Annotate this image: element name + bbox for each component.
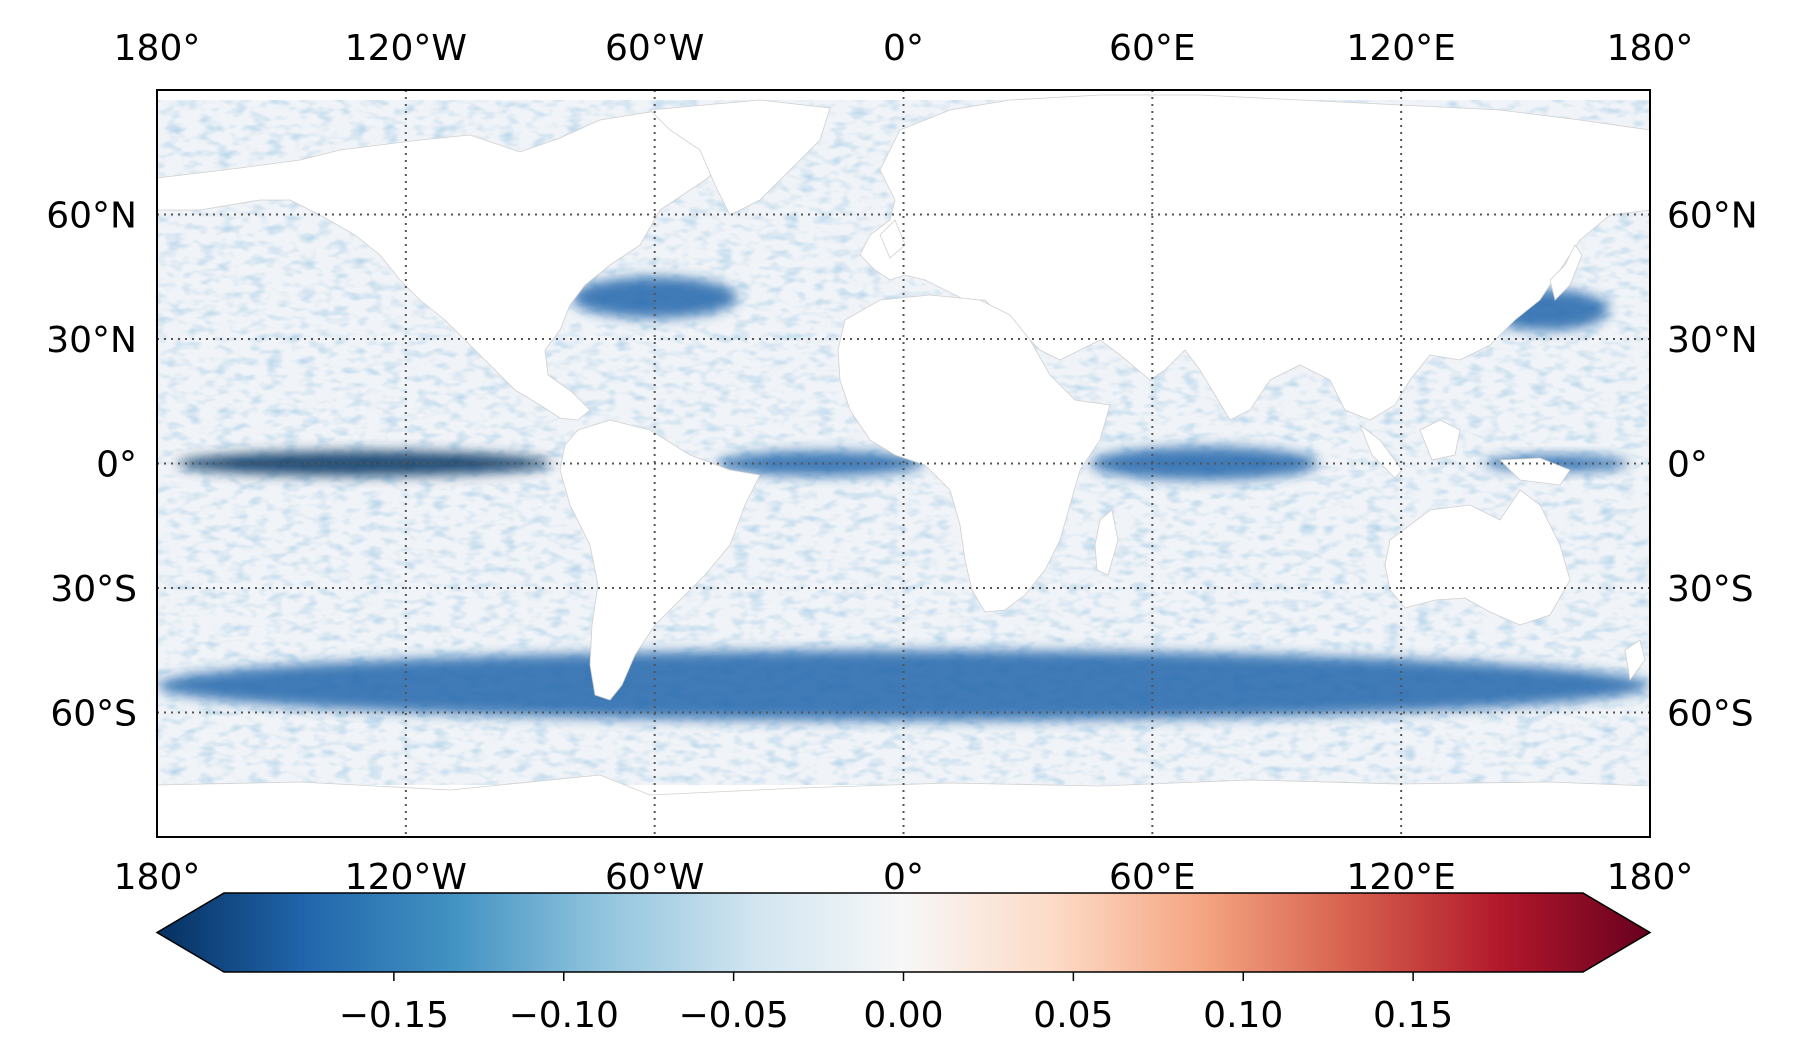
longitude-label: 120°E <box>1346 857 1455 898</box>
colorbar-tick-label: 0.10 <box>1203 995 1283 1036</box>
longitude-label: 180° <box>1607 857 1694 898</box>
colorbar-tick-label: −0.10 <box>509 995 619 1036</box>
longitude-label: 120°E <box>1346 28 1455 69</box>
longitude-labels-top: 180° 120°W 60°W 0° 60°E 120°E 180° <box>114 28 1694 69</box>
longitude-label: 60°W <box>605 28 704 69</box>
latitude-label: 30°N <box>46 320 137 361</box>
longitude-labels-bottom: 180° 120°W 60°W 0° 60°E 120°E 180° <box>114 857 1694 898</box>
longitude-label: 60°W <box>605 857 704 898</box>
colorbar-tick-label: 0.00 <box>863 995 943 1036</box>
colorbar-tick-label: −0.15 <box>339 995 449 1036</box>
gulf-stream <box>571 276 738 319</box>
longitude-label: 0° <box>883 857 924 898</box>
colorbar-tick-label: 0.15 <box>1373 995 1453 1036</box>
land-new-zealand <box>1624 639 1646 681</box>
colorbar-body <box>155 892 1652 973</box>
longitude-label: 180° <box>1607 28 1694 69</box>
latitude-label: 0° <box>1667 445 1708 486</box>
land-africa <box>837 294 1111 613</box>
land-new-guinea <box>1499 457 1571 486</box>
land-sumatra <box>1359 423 1403 479</box>
latitude-label: 60°S <box>1667 694 1754 735</box>
land-greenland <box>649 99 831 216</box>
latitude-label: 30°S <box>50 569 137 610</box>
latitude-label: 0° <box>96 445 137 486</box>
equatorial-pacific-band <box>177 451 551 476</box>
land-madagascar <box>1094 509 1119 576</box>
latitude-labels-right: 60°N 30°N 0° 30°S 60°S <box>1667 196 1758 735</box>
land-japan <box>1549 244 1583 301</box>
longitude-label: 60°E <box>1109 28 1196 69</box>
land-south-america <box>559 419 761 701</box>
latitude-label: 60°S <box>50 694 137 735</box>
latitude-label: 60°N <box>46 196 137 237</box>
longitude-label: 180° <box>114 857 201 898</box>
land-uk <box>879 219 906 259</box>
longitude-label: 120°W <box>345 28 467 69</box>
longitude-label: 120°W <box>345 857 467 898</box>
land-borneo <box>1419 419 1461 461</box>
equatorial-atlantic-band <box>716 451 925 476</box>
longitude-label: 0° <box>883 28 924 69</box>
latitude-label: 30°N <box>1667 320 1758 361</box>
colorbar-tick-label: 0.05 <box>1033 995 1113 1036</box>
land-australia <box>1384 489 1571 626</box>
longitude-label: 60°E <box>1109 857 1196 898</box>
colorbar: −0.15 −0.10 −0.05 0.00 0.05 0.10 0.15 <box>155 892 1652 1036</box>
latitude-labels-left: 60°N 30°N 0° 30°S 60°S <box>46 196 137 735</box>
longitude-label: 180° <box>114 28 201 69</box>
map-border <box>156 89 1651 838</box>
colorbar-tick-label: −0.05 <box>678 995 788 1036</box>
anomaly-features <box>157 276 1650 721</box>
latitude-label: 30°S <box>1667 569 1754 610</box>
colorbar-ticks: −0.15 −0.10 −0.05 0.00 0.05 0.10 0.15 <box>339 972 1453 1036</box>
equatorial-indian-band <box>1090 446 1319 481</box>
map-axes <box>156 89 1651 838</box>
latitude-label: 60°N <box>1667 196 1758 237</box>
